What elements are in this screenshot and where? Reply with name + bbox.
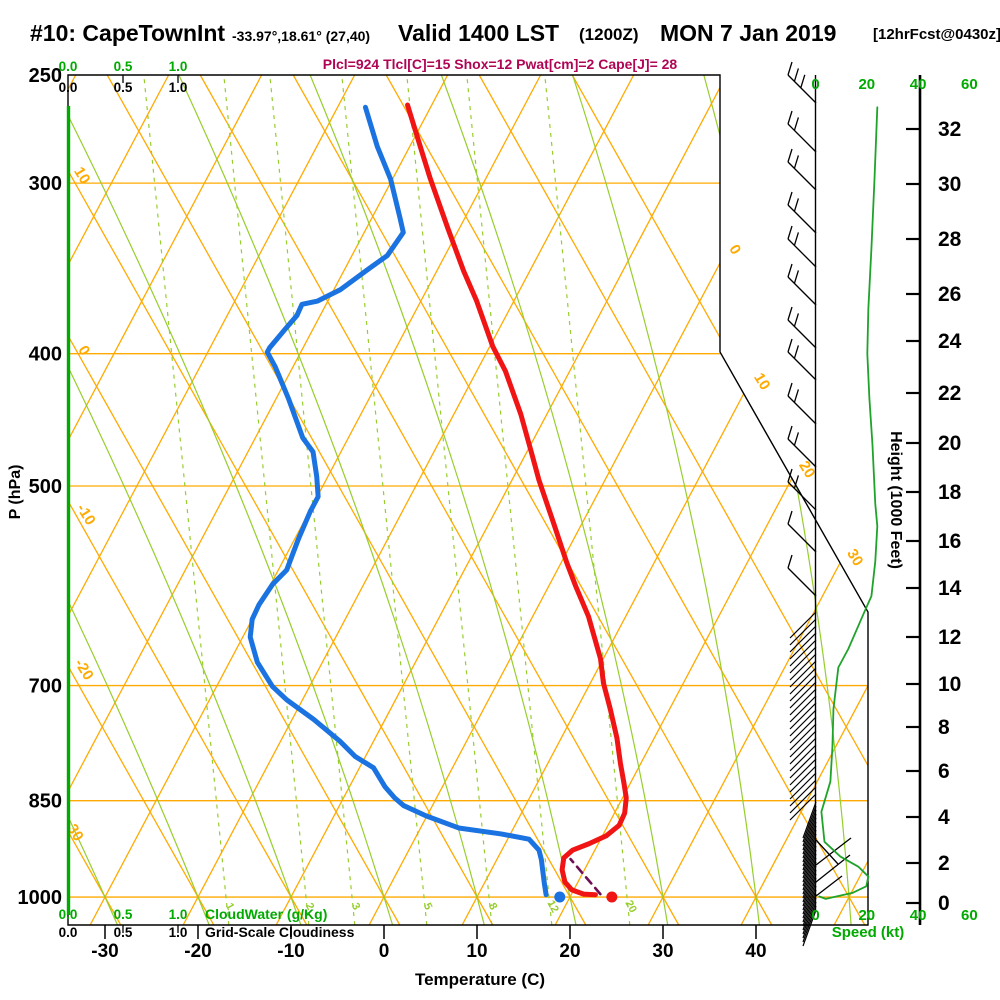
speed-curve (818, 106, 879, 900)
moist-adiabat-line (178, 75, 485, 925)
svg-text:10: 10 (938, 673, 961, 696)
svg-text:0: 0 (811, 76, 819, 93)
svg-text:60: 60 (961, 907, 978, 924)
svg-text:10: 10 (750, 370, 773, 393)
svg-text:20: 20 (559, 941, 580, 962)
moist-adiabat-line (68, 75, 302, 925)
svg-text:30: 30 (938, 173, 961, 196)
svg-text:CloudWater (g/Kg): CloudWater (g/Kg) (205, 906, 327, 922)
svg-text:12: 12 (544, 898, 560, 914)
wind-barbs (787, 61, 852, 947)
valid-time: Valid 1400 LST (398, 20, 560, 46)
svg-text:14: 14 (938, 577, 962, 600)
svg-text:40: 40 (910, 907, 927, 924)
svg-text:20: 20 (858, 907, 875, 924)
svg-text:1.0: 1.0 (169, 80, 188, 95)
svg-text:-30: -30 (91, 941, 118, 962)
svg-text:0: 0 (74, 343, 93, 359)
surface-temperature-dot (606, 891, 618, 903)
moist-adiabat-line (440, 75, 669, 925)
svg-text:12: 12 (938, 626, 961, 649)
svg-text:0: 0 (379, 941, 390, 962)
svg-text:250: 250 (29, 65, 62, 87)
svg-text:18: 18 (938, 481, 962, 504)
svg-text:850: 850 (29, 791, 62, 813)
dewpoint-curve (247, 104, 549, 898)
surface-dewpoint-dot (554, 891, 566, 903)
svg-text:-20: -20 (184, 941, 211, 962)
svg-text:28: 28 (938, 228, 962, 251)
svg-text:700: 700 (29, 676, 62, 698)
svg-text:10: 10 (70, 164, 93, 187)
svg-text:8: 8 (486, 901, 499, 912)
orange-grid (68, 75, 868, 925)
svg-text:20: 20 (858, 76, 875, 93)
svg-text:2: 2 (938, 852, 950, 875)
plot-border (67, 74, 869, 926)
svg-text:0.0: 0.0 (59, 59, 78, 74)
svg-text:6: 6 (938, 760, 950, 783)
svg-text:16: 16 (938, 530, 961, 553)
stability-indices: Plcl=924 Tlcl[C]=15 Shox=12 Pwat[cm]=2 C… (322, 56, 678, 72)
svg-text:0: 0 (811, 907, 819, 924)
svg-text:5: 5 (421, 901, 434, 912)
svg-text:Height (1000 Feet): Height (1000 Feet) (887, 431, 904, 569)
svg-text:Speed (kt): Speed (kt) (832, 924, 905, 941)
svg-text:0.5: 0.5 (114, 59, 133, 74)
svg-text:500: 500 (29, 476, 62, 498)
svg-text:300: 300 (29, 173, 62, 195)
svg-text:32: 32 (938, 118, 961, 141)
svg-text:Grid-Scale Cloudiness: Grid-Scale Cloudiness (205, 924, 355, 940)
svg-text:P (hPa): P (hPa) (7, 465, 24, 520)
svg-text:1000: 1000 (18, 887, 63, 909)
svg-text:60: 60 (961, 76, 978, 93)
svg-text:40: 40 (745, 941, 766, 962)
zulu-time: (1200Z) (579, 25, 639, 44)
svg-text:0: 0 (938, 892, 950, 915)
forecast-tag: [12hrFcst@0430z] (873, 26, 1000, 43)
svg-text:26: 26 (938, 283, 961, 306)
svg-text:2: 2 (303, 901, 316, 912)
svg-text:20: 20 (938, 432, 961, 455)
svg-text:-10: -10 (277, 941, 304, 962)
valid-date: MON 7 Jan 2019 (660, 20, 837, 46)
moist-adiabat-line (309, 75, 577, 925)
svg-text:20: 20 (622, 898, 638, 914)
moist-adiabat-line (703, 75, 852, 925)
svg-text:1.0: 1.0 (169, 907, 188, 922)
svg-text:0.0: 0.0 (59, 925, 78, 940)
svg-text:30: 30 (843, 546, 866, 569)
svg-text:0.0: 0.0 (59, 907, 78, 922)
temperature-curve (405, 102, 629, 898)
svg-text:Temperature (C): Temperature (C) (415, 970, 545, 989)
svg-text:1.0: 1.0 (169, 59, 188, 74)
svg-text:-30: -30 (61, 817, 87, 844)
svg-text:30: 30 (652, 941, 673, 962)
moist-adiabat-line (571, 75, 760, 925)
moist-adiabat-line (68, 75, 394, 925)
svg-text:400: 400 (29, 344, 62, 366)
parcel-path (569, 857, 602, 896)
svg-text:0.5: 0.5 (114, 907, 133, 922)
station-coordinates: -33.97°,18.61° (27,40) (232, 28, 371, 44)
svg-text:4: 4 (938, 806, 950, 829)
svg-text:0.0: 0.0 (59, 80, 78, 95)
svg-text:1: 1 (223, 901, 236, 912)
svg-text:3: 3 (349, 901, 362, 912)
svg-text:0: 0 (725, 242, 744, 258)
station-title: #10: CapeTownInt (30, 20, 226, 46)
svg-text:40: 40 (910, 76, 927, 93)
moist-adiabat-line (68, 75, 210, 925)
svg-text:0.5: 0.5 (114, 80, 133, 95)
green-grid (68, 75, 852, 925)
svg-text:24: 24 (938, 330, 962, 353)
svg-text:-10: -10 (73, 501, 99, 528)
svg-text:8: 8 (938, 716, 950, 739)
svg-text:10: 10 (466, 941, 487, 962)
svg-text:22: 22 (938, 382, 961, 405)
